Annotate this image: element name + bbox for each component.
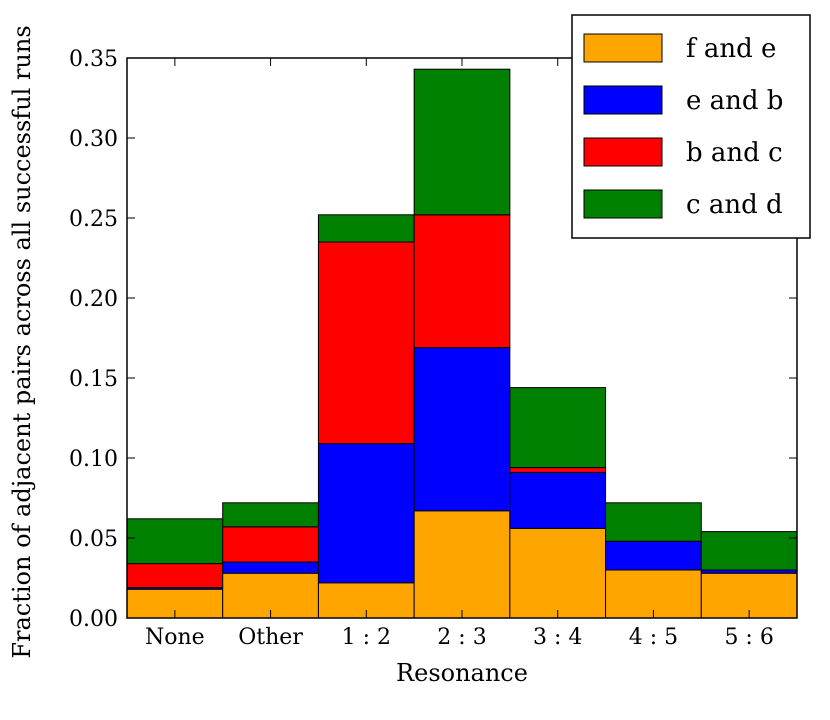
bar-segment xyxy=(317,241,415,445)
legend-swatch xyxy=(583,85,663,115)
bar-segment xyxy=(317,443,415,584)
x-tick-label: 4 : 5 xyxy=(629,625,678,650)
y-tick-label: 0.25 xyxy=(69,207,118,232)
x-tick-label: None xyxy=(145,625,205,650)
bar-segment xyxy=(126,563,224,589)
legend-label: e and b xyxy=(686,86,783,116)
x-tick-label: Other xyxy=(238,625,303,650)
legend-swatch xyxy=(583,137,663,167)
bar-segment xyxy=(222,561,319,574)
bar-segment xyxy=(509,471,607,529)
x-axis-label: Resonance xyxy=(396,659,528,687)
legend-label: b and c xyxy=(686,138,783,168)
bar-segment xyxy=(317,214,415,243)
x-axis: None Other 1 : 2 2 : 3 3 : 4 4 : 5 5 : 6 xyxy=(145,58,774,650)
legend: f and e e and b b and c c and d xyxy=(571,14,811,239)
y-tick-label: 0.30 xyxy=(69,127,118,152)
bar-segment xyxy=(222,502,319,528)
y-tick-label: 0.35 xyxy=(69,47,118,72)
x-tick-label: 1 : 2 xyxy=(342,625,391,650)
bar-segment xyxy=(222,526,319,563)
y-tick-label: 0.15 xyxy=(69,367,118,392)
x-tick-label: 2 : 3 xyxy=(437,625,486,650)
bar-segment xyxy=(413,68,511,216)
y-axis-label: Fraction of adjacent pairs across all su… xyxy=(8,25,36,658)
x-tick-label: 3 : 4 xyxy=(533,625,582,650)
bar-segment xyxy=(509,467,607,473)
legend-label: f and e xyxy=(686,34,776,64)
bar-segment xyxy=(413,510,511,619)
bar-segment xyxy=(509,527,607,619)
bar-segment xyxy=(413,214,511,349)
y-tick-label: 0.05 xyxy=(69,527,118,552)
legend-swatch xyxy=(583,189,663,219)
bar-segment xyxy=(126,518,224,565)
legend-label: c and d xyxy=(686,190,783,220)
bar-segment xyxy=(605,502,702,542)
y-tick-label: 0.00 xyxy=(69,607,118,632)
y-axis: 0.00 0.05 0.10 0.15 0.20 0.25 0.30 0.35 xyxy=(69,47,797,632)
bar-segment xyxy=(700,531,798,571)
legend-swatch xyxy=(583,33,663,63)
bar-segment xyxy=(605,540,702,571)
bar-segment xyxy=(413,347,511,512)
x-tick-label: 5 : 6 xyxy=(724,625,773,650)
y-tick-label: 0.10 xyxy=(69,447,118,472)
bars-group xyxy=(126,68,798,619)
bar-segment xyxy=(509,387,607,469)
y-tick-label: 0.20 xyxy=(69,287,118,312)
